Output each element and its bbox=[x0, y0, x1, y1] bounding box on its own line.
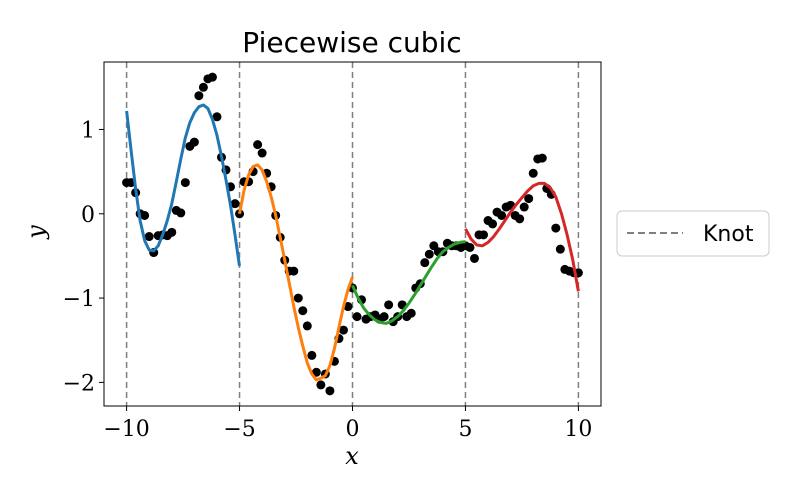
data-point bbox=[497, 210, 507, 220]
data-point bbox=[325, 386, 335, 396]
data-point bbox=[515, 214, 525, 224]
data-point bbox=[528, 168, 538, 178]
y-tick-label: 1 bbox=[81, 118, 95, 143]
data-point bbox=[180, 178, 190, 188]
data-point bbox=[537, 153, 547, 163]
data-point bbox=[144, 232, 154, 242]
data-point bbox=[307, 350, 317, 360]
data-point bbox=[465, 242, 475, 252]
data-point bbox=[293, 293, 303, 303]
data-point bbox=[257, 148, 267, 158]
data-point bbox=[424, 249, 434, 259]
data-point bbox=[230, 199, 240, 209]
data-point bbox=[207, 72, 217, 82]
data-point bbox=[198, 82, 208, 92]
data-point bbox=[406, 308, 416, 318]
data-point bbox=[551, 223, 561, 233]
data-point bbox=[384, 300, 394, 310]
data-point bbox=[298, 306, 308, 316]
legend: Knot bbox=[616, 210, 770, 257]
data-point bbox=[379, 312, 389, 322]
x-tick-label: 10 bbox=[564, 417, 592, 442]
data-point bbox=[194, 91, 204, 101]
plot-marks bbox=[122, 62, 583, 406]
data-point bbox=[302, 321, 312, 331]
data-point bbox=[469, 253, 479, 263]
data-point bbox=[343, 302, 353, 312]
data-point bbox=[524, 194, 534, 204]
y-tick-label: 0 bbox=[81, 203, 95, 228]
fit-segment-1 bbox=[125, 103, 241, 267]
data-point bbox=[253, 140, 263, 150]
data-point bbox=[519, 202, 529, 212]
x-axis: −10 −5 0 5 10 bbox=[103, 406, 592, 442]
data-point bbox=[420, 258, 430, 268]
data-point bbox=[338, 325, 348, 335]
data-point bbox=[316, 380, 326, 390]
fit-segment-2 bbox=[238, 163, 354, 382]
y-tick-label: −2 bbox=[63, 371, 95, 396]
x-tick-label: 0 bbox=[346, 417, 360, 442]
y-tick-label: −1 bbox=[63, 287, 95, 312]
y-axis-label: y bbox=[22, 225, 50, 240]
legend-frame bbox=[616, 210, 770, 257]
x-axis-label: x bbox=[345, 442, 359, 470]
data-point bbox=[189, 137, 199, 147]
x-tick-label: −5 bbox=[223, 417, 255, 442]
x-tick-label: 5 bbox=[458, 417, 472, 442]
data-point bbox=[488, 219, 498, 229]
data-point bbox=[479, 230, 489, 240]
data-point bbox=[289, 266, 299, 276]
x-tick-label: −10 bbox=[103, 417, 149, 442]
data-point bbox=[212, 112, 222, 122]
fit-segment-3 bbox=[351, 240, 466, 325]
data-point bbox=[140, 210, 150, 220]
data-point bbox=[167, 227, 177, 237]
legend-knot-label: Knot bbox=[703, 222, 754, 247]
data-point bbox=[555, 244, 565, 254]
fit-segment-4 bbox=[464, 181, 580, 292]
data-point bbox=[176, 208, 186, 218]
data-point bbox=[352, 312, 362, 322]
y-axis: −2 −1 0 1 bbox=[63, 118, 104, 396]
chart-title: Piecewise cubic bbox=[242, 26, 461, 59]
